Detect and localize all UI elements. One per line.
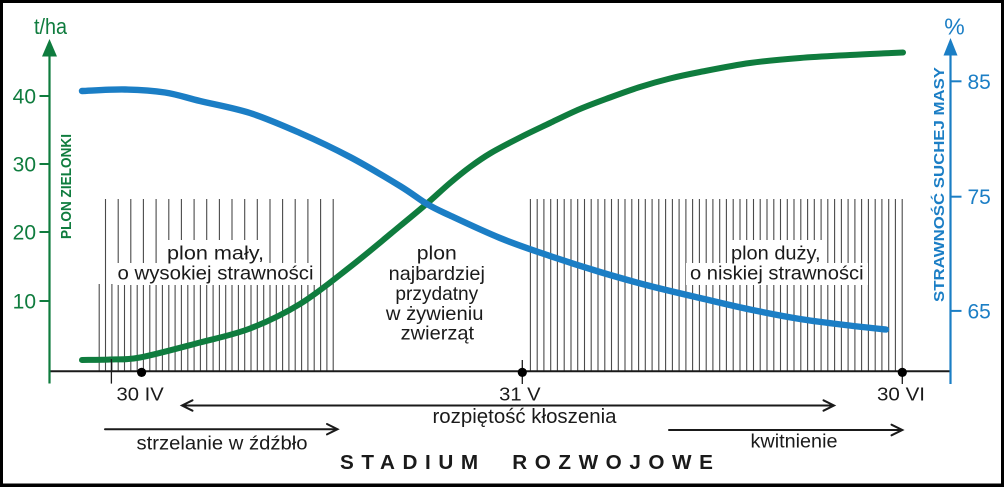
svg-text:o wysokiej strawności: o wysokiej strawności bbox=[118, 263, 314, 285]
svg-text:strzelanie w źdźbło: strzelanie w źdźbło bbox=[137, 434, 308, 455]
svg-text:40: 40 bbox=[13, 86, 36, 109]
svg-text:kwitnienie: kwitnienie bbox=[751, 432, 838, 453]
svg-text:30: 30 bbox=[13, 154, 36, 177]
svg-text:przydatny: przydatny bbox=[395, 283, 478, 305]
svg-text:w żywieniu: w żywieniu bbox=[385, 303, 484, 325]
svg-text:20: 20 bbox=[13, 222, 36, 245]
svg-text:plon: plon bbox=[417, 243, 457, 265]
svg-text:o niskiej strawności: o niskiej strawności bbox=[690, 263, 864, 285]
svg-text:zwierząt: zwierząt bbox=[401, 323, 475, 345]
svg-text:plon duży,: plon duży, bbox=[731, 243, 821, 265]
svg-text:STADIUM ROZWOJOWE: STADIUM ROZWOJOWE bbox=[340, 451, 721, 474]
svg-text:PLON ZIELONKI: PLON ZIELONKI bbox=[58, 134, 75, 239]
svg-text:30 VI: 30 VI bbox=[877, 383, 925, 404]
svg-text:rozpiętość kłoszenia: rozpiętość kłoszenia bbox=[433, 406, 618, 428]
svg-text:plon mały,: plon mały, bbox=[167, 243, 264, 265]
svg-text:najbardziej: najbardziej bbox=[389, 263, 485, 285]
svg-text:10: 10 bbox=[13, 291, 36, 314]
svg-text:%: % bbox=[944, 14, 964, 40]
svg-text:STRAWNOŚĆ SUCHEJ MASY: STRAWNOŚĆ SUCHEJ MASY bbox=[930, 67, 948, 302]
svg-text:t/ha: t/ha bbox=[34, 14, 68, 39]
svg-text:75: 75 bbox=[968, 186, 991, 209]
svg-text:85: 85 bbox=[968, 71, 991, 94]
svg-text:30 IV: 30 IV bbox=[117, 383, 165, 404]
svg-text:31 V: 31 V bbox=[499, 384, 541, 405]
svg-text:65: 65 bbox=[968, 300, 991, 323]
